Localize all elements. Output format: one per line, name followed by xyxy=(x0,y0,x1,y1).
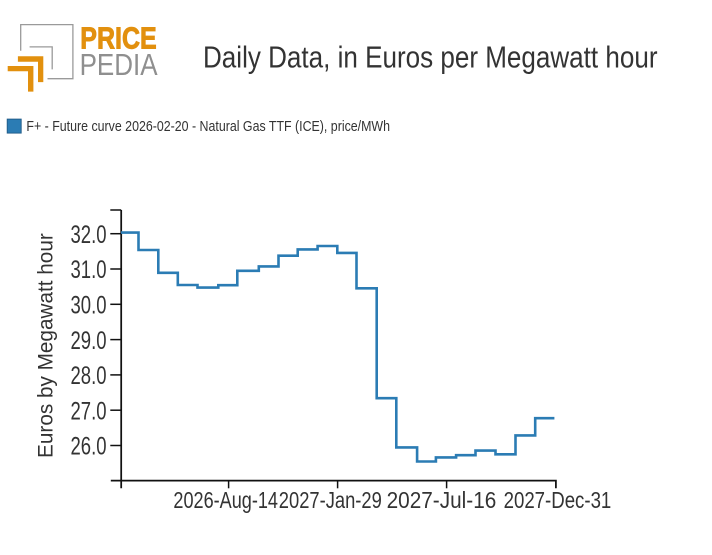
svg-text:31.0: 31.0 xyxy=(71,256,107,284)
svg-text:Euros by Megawatt hour: Euros by Megawatt hour xyxy=(34,233,58,458)
svg-text:28.0: 28.0 xyxy=(71,362,107,390)
svg-text:32.0: 32.0 xyxy=(71,221,107,249)
svg-text:PEDIA: PEDIA xyxy=(80,48,159,82)
svg-text:26.0: 26.0 xyxy=(71,433,107,461)
svg-text:29.0: 29.0 xyxy=(71,327,107,355)
svg-text:Daily Data, in Euros per Megaw: Daily Data, in Euros per Megawatt hour xyxy=(203,40,658,75)
svg-text:F+ - Future curve 2026-02-20 -: F+ - Future curve 2026-02-20 - Natural G… xyxy=(26,119,390,135)
svg-text:2027-Jul-16: 2027-Jul-16 xyxy=(387,487,497,513)
svg-text:2027-Jan-29: 2027-Jan-29 xyxy=(279,487,382,513)
svg-text:PRICE: PRICE xyxy=(80,22,156,56)
svg-text:30.0: 30.0 xyxy=(71,292,107,320)
svg-text:2026-Aug-14: 2026-Aug-14 xyxy=(173,487,278,513)
svg-text:27.0: 27.0 xyxy=(71,397,107,425)
svg-text:2027-Dec-31: 2027-Dec-31 xyxy=(504,487,612,513)
